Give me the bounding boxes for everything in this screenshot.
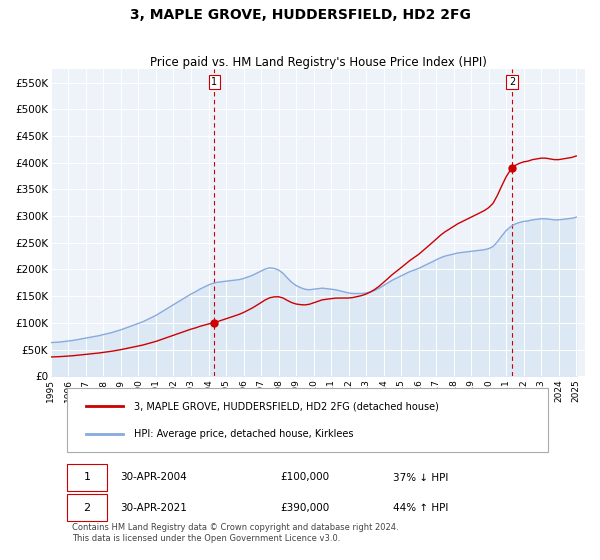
FancyBboxPatch shape [67,494,107,521]
Text: 30-APR-2021: 30-APR-2021 [121,503,187,513]
Text: £390,000: £390,000 [281,503,330,513]
Text: 30-APR-2004: 30-APR-2004 [121,473,187,483]
Text: 2: 2 [509,77,515,87]
FancyBboxPatch shape [67,388,548,452]
Text: 2: 2 [83,503,91,513]
Text: 1: 1 [211,77,217,87]
Text: HPI: Average price, detached house, Kirklees: HPI: Average price, detached house, Kirk… [134,429,353,439]
Text: 3, MAPLE GROVE, HUDDERSFIELD, HD2 2FG: 3, MAPLE GROVE, HUDDERSFIELD, HD2 2FG [130,8,470,22]
Text: 1: 1 [83,473,91,483]
Title: Price paid vs. HM Land Registry's House Price Index (HPI): Price paid vs. HM Land Registry's House … [149,57,487,69]
Text: 44% ↑ HPI: 44% ↑ HPI [393,503,448,513]
Text: £100,000: £100,000 [281,473,329,483]
FancyBboxPatch shape [67,464,107,491]
Text: 3, MAPLE GROVE, HUDDERSFIELD, HD2 2FG (detached house): 3, MAPLE GROVE, HUDDERSFIELD, HD2 2FG (d… [134,401,439,411]
Text: 37% ↓ HPI: 37% ↓ HPI [393,473,448,483]
Text: Contains HM Land Registry data © Crown copyright and database right 2024.
This d: Contains HM Land Registry data © Crown c… [72,524,399,543]
